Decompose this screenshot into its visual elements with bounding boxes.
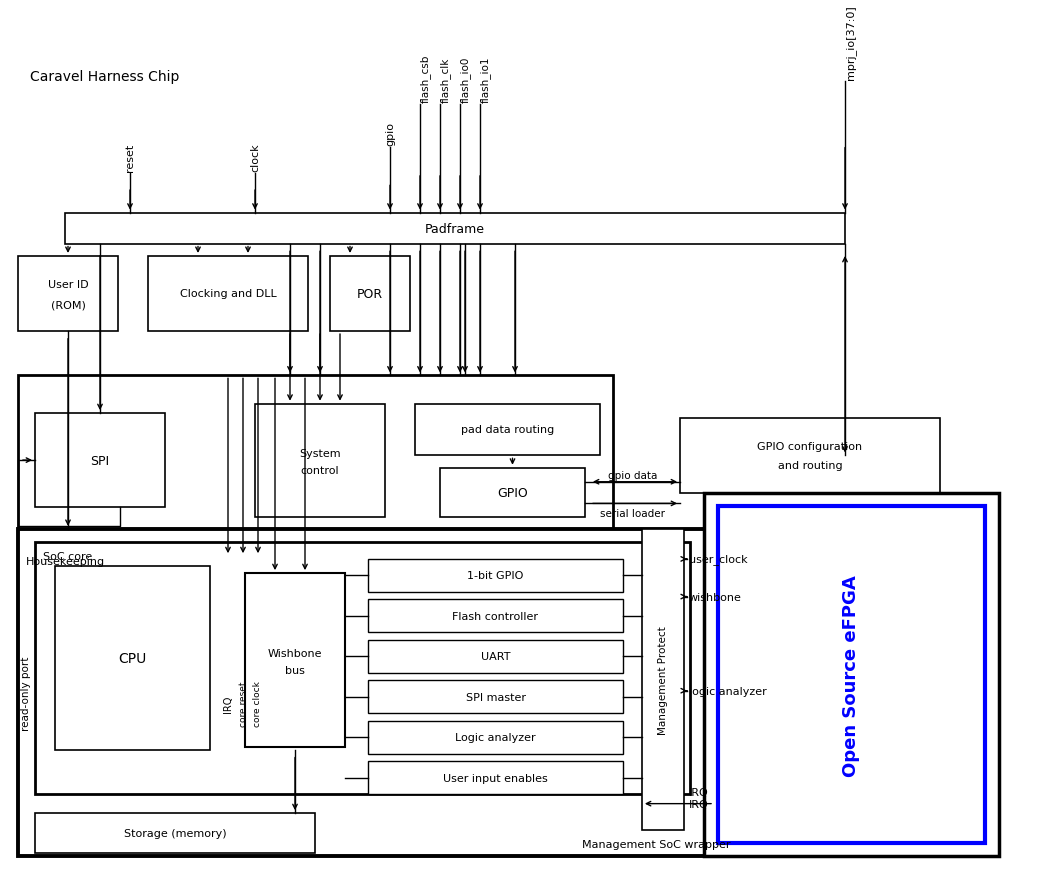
Text: bus: bus [285,665,305,675]
Text: Open Source eFPGA: Open Source eFPGA [843,574,860,775]
Text: User input enables: User input enables [443,773,548,783]
Text: wishbone: wishbone [689,592,742,602]
Bar [368,559,623,592]
Text: SPI master: SPI master [465,692,525,702]
Text: POR: POR [357,288,384,300]
Text: gpio: gpio [385,122,395,146]
Text: (ROM): (ROM) [50,300,86,311]
Text: serial loader: serial loader [601,508,665,518]
Text: Padframe: Padframe [425,222,485,235]
Bar [65,213,845,244]
Text: IRQ: IRQ [223,694,233,712]
Text: Wishbone: Wishbone [267,648,322,658]
Text: UART: UART [481,651,510,662]
Text: User ID: User ID [48,280,88,290]
Bar [718,507,985,843]
Text: and routing: and routing [778,460,843,471]
Text: System: System [299,448,341,458]
Text: clock: clock [250,143,260,172]
Text: user_clock: user_clock [689,554,747,565]
Text: CPU: CPU [118,651,147,666]
Text: logic analyzer: logic analyzer [689,686,767,696]
Text: Management SoC wrapper: Management SoC wrapper [582,838,730,849]
Text: Caravel Harness Chip: Caravel Harness Chip [30,70,179,84]
Bar [368,600,623,633]
Bar [680,418,940,493]
Text: reset: reset [125,144,135,172]
Bar [148,256,308,332]
Bar [368,640,623,673]
Text: mprj_io[37:0]: mprj_io[37:0] [845,5,856,80]
Text: SPI: SPI [90,454,110,467]
Text: GPIO: GPIO [497,486,528,499]
Text: flash_io1: flash_io1 [480,57,490,104]
Text: flash_csb: flash_csb [420,55,431,104]
Bar [704,493,999,856]
Text: gpio data: gpio data [608,471,657,480]
Text: GPIO configuration: GPIO configuration [758,442,863,451]
Text: Clocking and DLL: Clocking and DLL [179,289,277,299]
Bar [415,404,601,456]
Text: flash_io0: flash_io0 [460,57,471,104]
Bar [368,761,623,795]
Text: control: control [301,465,340,475]
Bar [255,404,385,517]
Text: Management Protect: Management Protect [658,625,668,734]
Text: core clock: core clock [254,680,262,726]
Text: IRQ: IRQ [689,788,708,797]
Bar [54,567,210,750]
Bar [18,529,738,856]
Bar [18,256,118,332]
Bar [35,543,690,795]
Bar [330,256,410,332]
Text: core reset: core reset [239,680,247,726]
Bar [18,376,613,573]
Text: read-only port: read-only port [21,656,31,730]
Text: flash_clk: flash_clk [440,58,451,104]
Bar [368,721,623,754]
Text: IRQ: IRQ [689,799,708,809]
Text: Housekeeping: Housekeeping [26,556,105,565]
Bar [368,680,623,714]
Bar [642,529,684,830]
Bar [440,468,585,517]
Text: Logic analyzer: Logic analyzer [455,732,536,743]
Bar [35,813,315,853]
Text: Storage (memory): Storage (memory) [124,828,226,838]
Text: pad data routing: pad data routing [461,425,554,435]
Bar [35,414,165,507]
Text: SoC core: SoC core [43,551,92,562]
Bar [245,573,345,747]
Text: 1-bit GPIO: 1-bit GPIO [467,571,524,580]
Text: Flash controller: Flash controller [453,611,539,621]
